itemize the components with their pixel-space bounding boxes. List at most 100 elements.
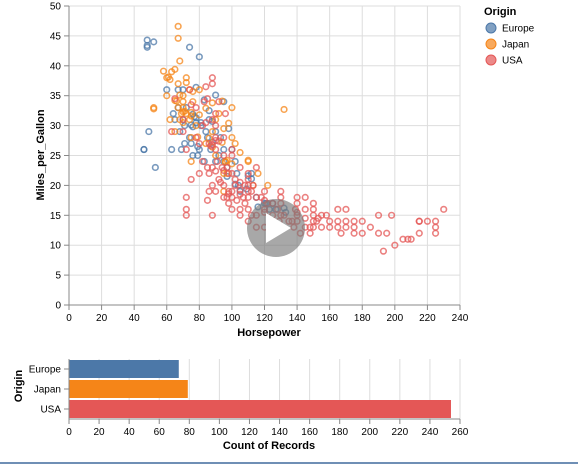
scatter-point bbox=[166, 116, 174, 124]
scatter-point bbox=[185, 43, 194, 51]
scatter-point bbox=[212, 110, 220, 118]
scatter-y-tick-label: 40 bbox=[50, 61, 62, 72]
bar-y-axis-title: Origin bbox=[13, 370, 25, 403]
scatter-point bbox=[168, 68, 176, 76]
scatter-point bbox=[334, 223, 342, 231]
scatter-point bbox=[236, 186, 244, 194]
scatter-point bbox=[212, 136, 220, 145]
scatter-point bbox=[215, 137, 223, 145]
scatter-x-tick-label: 80 bbox=[194, 313, 206, 324]
scatter-x-tick-label: 40 bbox=[129, 313, 141, 324]
scatter-point bbox=[293, 193, 301, 201]
scatter-point bbox=[301, 193, 309, 201]
scatter-point bbox=[187, 157, 195, 166]
scatter-point bbox=[151, 163, 159, 172]
scatter-point bbox=[252, 163, 260, 172]
scatter-point bbox=[181, 139, 189, 148]
scatter-point bbox=[176, 91, 184, 99]
scatter-point bbox=[212, 91, 220, 99]
bar-x-axis-title: Count of Records bbox=[223, 440, 315, 452]
scatter-point bbox=[200, 98, 208, 106]
scatter-point bbox=[342, 217, 350, 225]
scatter-point bbox=[225, 119, 233, 127]
scatter-y-tick-label: 10 bbox=[50, 241, 62, 252]
scatter-point bbox=[174, 34, 182, 42]
scatter-point bbox=[225, 187, 233, 195]
scatter-plot: 0 20 40 60 80 100 120 140 160 180 200 220 240 0 5 10 15 2… bbox=[35, 2, 469, 340]
scatter-y-tick-label: 0 bbox=[55, 301, 61, 312]
scatter-point bbox=[236, 211, 244, 219]
scatter-point bbox=[326, 223, 334, 231]
scatter-point bbox=[309, 223, 317, 231]
scatter-point bbox=[187, 101, 195, 109]
scatter-point bbox=[309, 199, 317, 207]
scatter-point bbox=[342, 223, 350, 231]
scatter-point bbox=[220, 133, 228, 142]
scatter-point bbox=[220, 145, 228, 154]
scatter-point bbox=[202, 119, 210, 127]
scatter-point bbox=[228, 145, 236, 154]
scatter-point bbox=[202, 104, 210, 112]
scatter-x-tick-label: 60 bbox=[161, 313, 173, 324]
scatter-point bbox=[247, 175, 256, 183]
scatter-point bbox=[334, 205, 342, 213]
scatter-point bbox=[212, 167, 220, 175]
scatter-point bbox=[192, 121, 200, 130]
scatter-point bbox=[431, 223, 440, 231]
scatter-point bbox=[174, 80, 182, 88]
scatter-point bbox=[192, 133, 200, 142]
scatter-point bbox=[257, 193, 265, 201]
scatter-point bbox=[366, 223, 374, 231]
bar-y-tick-label: USA bbox=[40, 405, 61, 416]
scatter-point bbox=[176, 57, 184, 65]
scatter-point bbox=[374, 229, 383, 237]
scatter-point bbox=[337, 229, 345, 237]
scatter-point bbox=[179, 104, 187, 112]
scatter-point bbox=[280, 105, 288, 114]
scatter-point bbox=[423, 217, 432, 225]
bar-x-tick-label: 260 bbox=[452, 427, 469, 438]
bar-x-tick-label: 0 bbox=[66, 427, 72, 438]
legend-title: Origin bbox=[484, 6, 517, 18]
bar-x-tick-label: 220 bbox=[392, 427, 409, 438]
scatter-point bbox=[182, 78, 190, 87]
bar-x-tick-label: 180 bbox=[331, 427, 348, 438]
scatter-y-tick-label: 25 bbox=[50, 151, 62, 162]
scatter-point bbox=[187, 139, 195, 148]
scatter-point bbox=[358, 229, 366, 237]
scatter-point bbox=[203, 196, 212, 204]
scatter-point bbox=[205, 169, 213, 178]
scatter-point bbox=[236, 148, 244, 157]
scatter-point bbox=[342, 205, 350, 213]
scatter-point bbox=[163, 92, 171, 100]
scatter-axes: 0 20 40 60 80 100 120 140 160 180 200 220 240 0 5 10 15 2… bbox=[50, 2, 469, 325]
scatter-point bbox=[244, 175, 252, 184]
scatter-point bbox=[215, 110, 223, 118]
scatter-point bbox=[399, 235, 407, 243]
bar-x-tick-label: 80 bbox=[184, 427, 196, 438]
scatter-point bbox=[391, 241, 399, 249]
bottom-divider bbox=[0, 462, 578, 464]
scatter-point bbox=[334, 217, 342, 225]
scatter-point bbox=[171, 127, 179, 136]
scatter-point bbox=[225, 169, 233, 178]
scatter-point bbox=[198, 157, 207, 166]
scatter-point bbox=[145, 127, 153, 136]
scatter-point bbox=[179, 98, 187, 106]
bar-x-tick-label: 200 bbox=[361, 427, 378, 438]
scatter-point bbox=[431, 229, 440, 237]
scatter-x-tick-label: 100 bbox=[224, 313, 241, 324]
scatter-point bbox=[195, 169, 203, 178]
scatter-point bbox=[182, 193, 190, 201]
scatter-point bbox=[179, 116, 187, 124]
play-button[interactable] bbox=[247, 199, 305, 257]
bar-x-tick-label: 140 bbox=[271, 427, 288, 438]
scatter-point bbox=[195, 111, 203, 119]
bar-x-tick-label: 120 bbox=[241, 427, 258, 438]
legend-label-usa: USA bbox=[502, 56, 523, 67]
scatter-point bbox=[350, 217, 358, 225]
scatter-point bbox=[228, 160, 236, 168]
scatter-point bbox=[208, 80, 216, 88]
legend: Origin Europe Japan USA bbox=[484, 6, 535, 67]
scatter-point bbox=[241, 199, 249, 207]
